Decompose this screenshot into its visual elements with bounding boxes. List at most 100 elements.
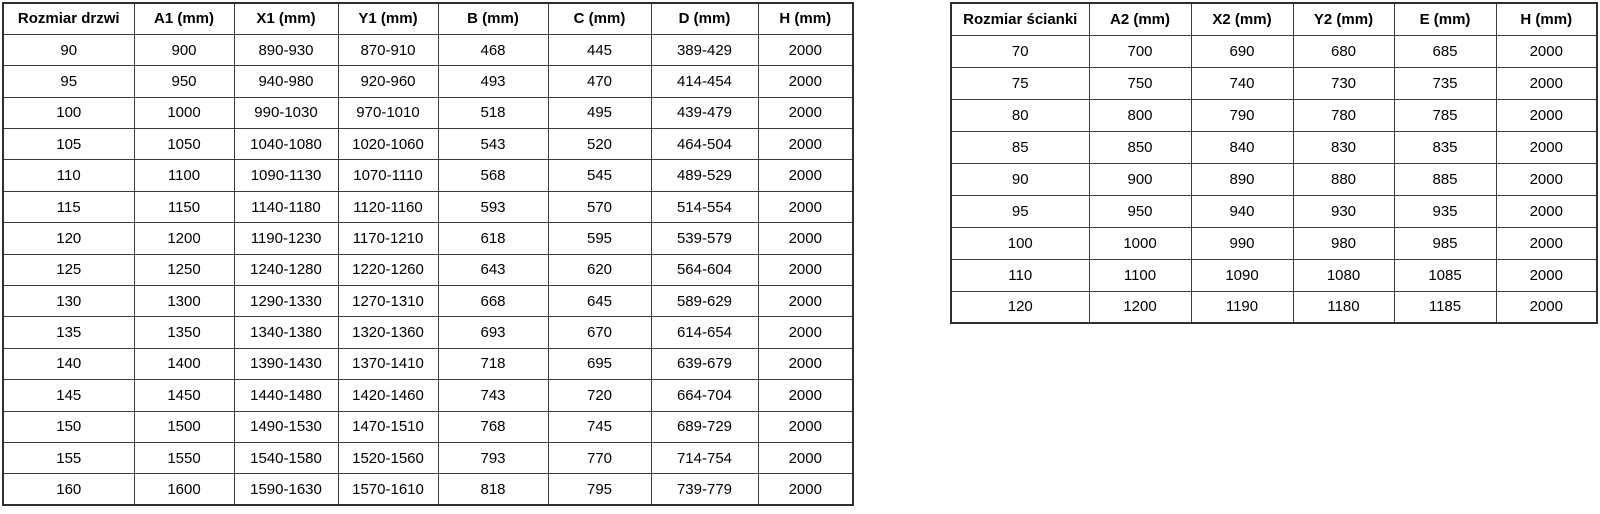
- table-cell: 793: [437, 441, 549, 475]
- table-cell: 950: [1088, 194, 1192, 228]
- table-cell: 545: [547, 159, 652, 192]
- table-cell: 518: [437, 96, 549, 130]
- table-cell: 1290-1330: [233, 285, 339, 318]
- table-cell: 990-1030: [233, 96, 339, 130]
- table-row: 120 1200 1190-1230 1170-1210 618 595 539-579 20…: [2, 222, 854, 255]
- table-cell: 1350: [133, 316, 235, 349]
- column-header: Rozmiar ścianki: [950, 2, 1090, 36]
- table-cell: 1590-1630: [233, 473, 339, 506]
- table-cell: 970-1010: [337, 96, 439, 130]
- table-cell: 445: [547, 33, 652, 67]
- table-cell: 768: [437, 410, 549, 443]
- table-cell: 795: [547, 473, 652, 506]
- table-cell: 589-629: [650, 285, 759, 318]
- table-cell: 1570-1610: [337, 473, 439, 506]
- table-cell: 389-429: [650, 33, 759, 67]
- table-cell: 645: [547, 285, 652, 318]
- table-cell: 1100: [1088, 258, 1192, 292]
- table-cell: 750: [1088, 66, 1192, 100]
- table-cell: 2000: [757, 96, 854, 130]
- table-cell: 1070-1110: [337, 159, 439, 192]
- table-row: 85 850 840 830 835 2000: [950, 130, 1598, 164]
- table-cell: 1300: [133, 285, 235, 318]
- table-cell: 1400: [133, 347, 235, 381]
- table-cell: 714-754: [650, 441, 759, 475]
- table-cell: 1190-1230: [233, 222, 339, 255]
- table-cell: 1520-1560: [337, 441, 439, 475]
- table-cell: 100: [2, 96, 135, 130]
- table-cell: 470: [547, 65, 652, 98]
- table-cell: 835: [1393, 130, 1497, 164]
- table-row: 120 1200 1190 1180 1185 2000: [950, 290, 1598, 324]
- table-cell: 618: [437, 222, 549, 255]
- table-row: 125 1250 1240-1280 1220-1260 643 620 564-604 20…: [2, 253, 854, 287]
- table-cell: 1240-1280: [233, 253, 339, 287]
- table-row: 75 750 740 730 735 2000: [950, 66, 1598, 100]
- table-cell: 1320-1360: [337, 316, 439, 349]
- table-cell: 1200: [133, 222, 235, 255]
- table-cell: 125: [2, 253, 135, 287]
- table-cell: 1440-1480: [233, 379, 339, 412]
- table-cell: 850: [1088, 130, 1192, 164]
- door-table-body: 90 900 890-930 870-910 468 445 389-429 2000 95 95…: [2, 33, 854, 506]
- table-cell: 1190: [1190, 290, 1294, 324]
- table-cell: 689-729: [650, 410, 759, 443]
- table-cell: 1220-1260: [337, 253, 439, 287]
- table-cell: 2000: [757, 33, 854, 67]
- table-cell: 770: [547, 441, 652, 475]
- door-table-header: Rozmiar drzwi A1 (mm) X1 (mm) Y1 (mm) B (mm)…: [2, 2, 854, 35]
- column-header: Y1 (mm): [337, 2, 439, 35]
- table-cell: 690: [1190, 34, 1294, 68]
- table-row: 90 900 890-930 870-910 468 445 389-429 2000: [2, 33, 854, 67]
- table-cell: 870-910: [337, 33, 439, 67]
- table-cell: 1420-1460: [337, 379, 439, 412]
- table-cell: 785: [1393, 98, 1497, 132]
- table-cell: 1180: [1292, 290, 1395, 324]
- column-header: A1 (mm): [133, 2, 235, 35]
- table-row: 80 800 790 780 785 2000: [950, 98, 1598, 132]
- table-cell: 568: [437, 159, 549, 192]
- table-cell: 2000: [1495, 258, 1598, 292]
- table-cell: 115: [2, 190, 135, 224]
- table-cell: 595: [547, 222, 652, 255]
- table-cell: 990: [1190, 226, 1294, 260]
- table-row: 95 950 940 930 935 2000: [950, 194, 1598, 228]
- table-row: 95 950 940-980 920-960 493 470 414-454 2000: [2, 65, 854, 98]
- table-row: 145 1450 1440-1480 1420-1460 743 720 664-704 20…: [2, 379, 854, 412]
- table-row: 90 900 890 880 885 2000: [950, 162, 1598, 196]
- table-cell: 668: [437, 285, 549, 318]
- table-cell: 2000: [757, 473, 854, 506]
- table-row: 105 1050 1040-1080 1020-1060 543 520 464-504 20…: [2, 128, 854, 161]
- table-row: 135 1350 1340-1380 1320-1360 693 670 614-654 20…: [2, 316, 854, 349]
- table-cell: 900: [1088, 162, 1192, 196]
- table-cell: 643: [437, 253, 549, 287]
- table-cell: 2000: [757, 65, 854, 98]
- table-cell: 1050: [133, 128, 235, 161]
- table-cell: 1085: [1393, 258, 1497, 292]
- table-cell: 140: [2, 347, 135, 381]
- table-row: 110 1100 1090 1080 1085 2000: [950, 258, 1598, 292]
- table-row: 115 1150 1140-1180 1120-1160 593 570 514-554 20…: [2, 190, 854, 224]
- column-header: B (mm): [437, 2, 549, 35]
- table-cell: 520: [547, 128, 652, 161]
- table-cell: 135: [2, 316, 135, 349]
- table-cell: 2000: [757, 347, 854, 381]
- table-cell: 1490-1530: [233, 410, 339, 443]
- table-cell: 539-579: [650, 222, 759, 255]
- table-cell: 2000: [757, 159, 854, 192]
- table-cell: 2000: [757, 410, 854, 443]
- table-cell: 1185: [1393, 290, 1497, 324]
- table-cell: 880: [1292, 162, 1395, 196]
- column-header: X1 (mm): [233, 2, 339, 35]
- table-row: 160 1600 1590-1630 1570-1610 818 795 739-779 20…: [2, 473, 854, 506]
- table-cell: 2000: [757, 441, 854, 475]
- table-cell: 940-980: [233, 65, 339, 98]
- table-cell: 840: [1190, 130, 1294, 164]
- table-cell: 735: [1393, 66, 1497, 100]
- column-header: Rozmiar drzwi: [2, 2, 135, 35]
- table-cell: 543: [437, 128, 549, 161]
- table-cell: 593: [437, 190, 549, 224]
- table-cell: 2000: [757, 128, 854, 161]
- column-header: A2 (mm): [1088, 2, 1192, 36]
- table-row: 110 1100 1090-1130 1070-1110 568 545 489-529 20…: [2, 159, 854, 192]
